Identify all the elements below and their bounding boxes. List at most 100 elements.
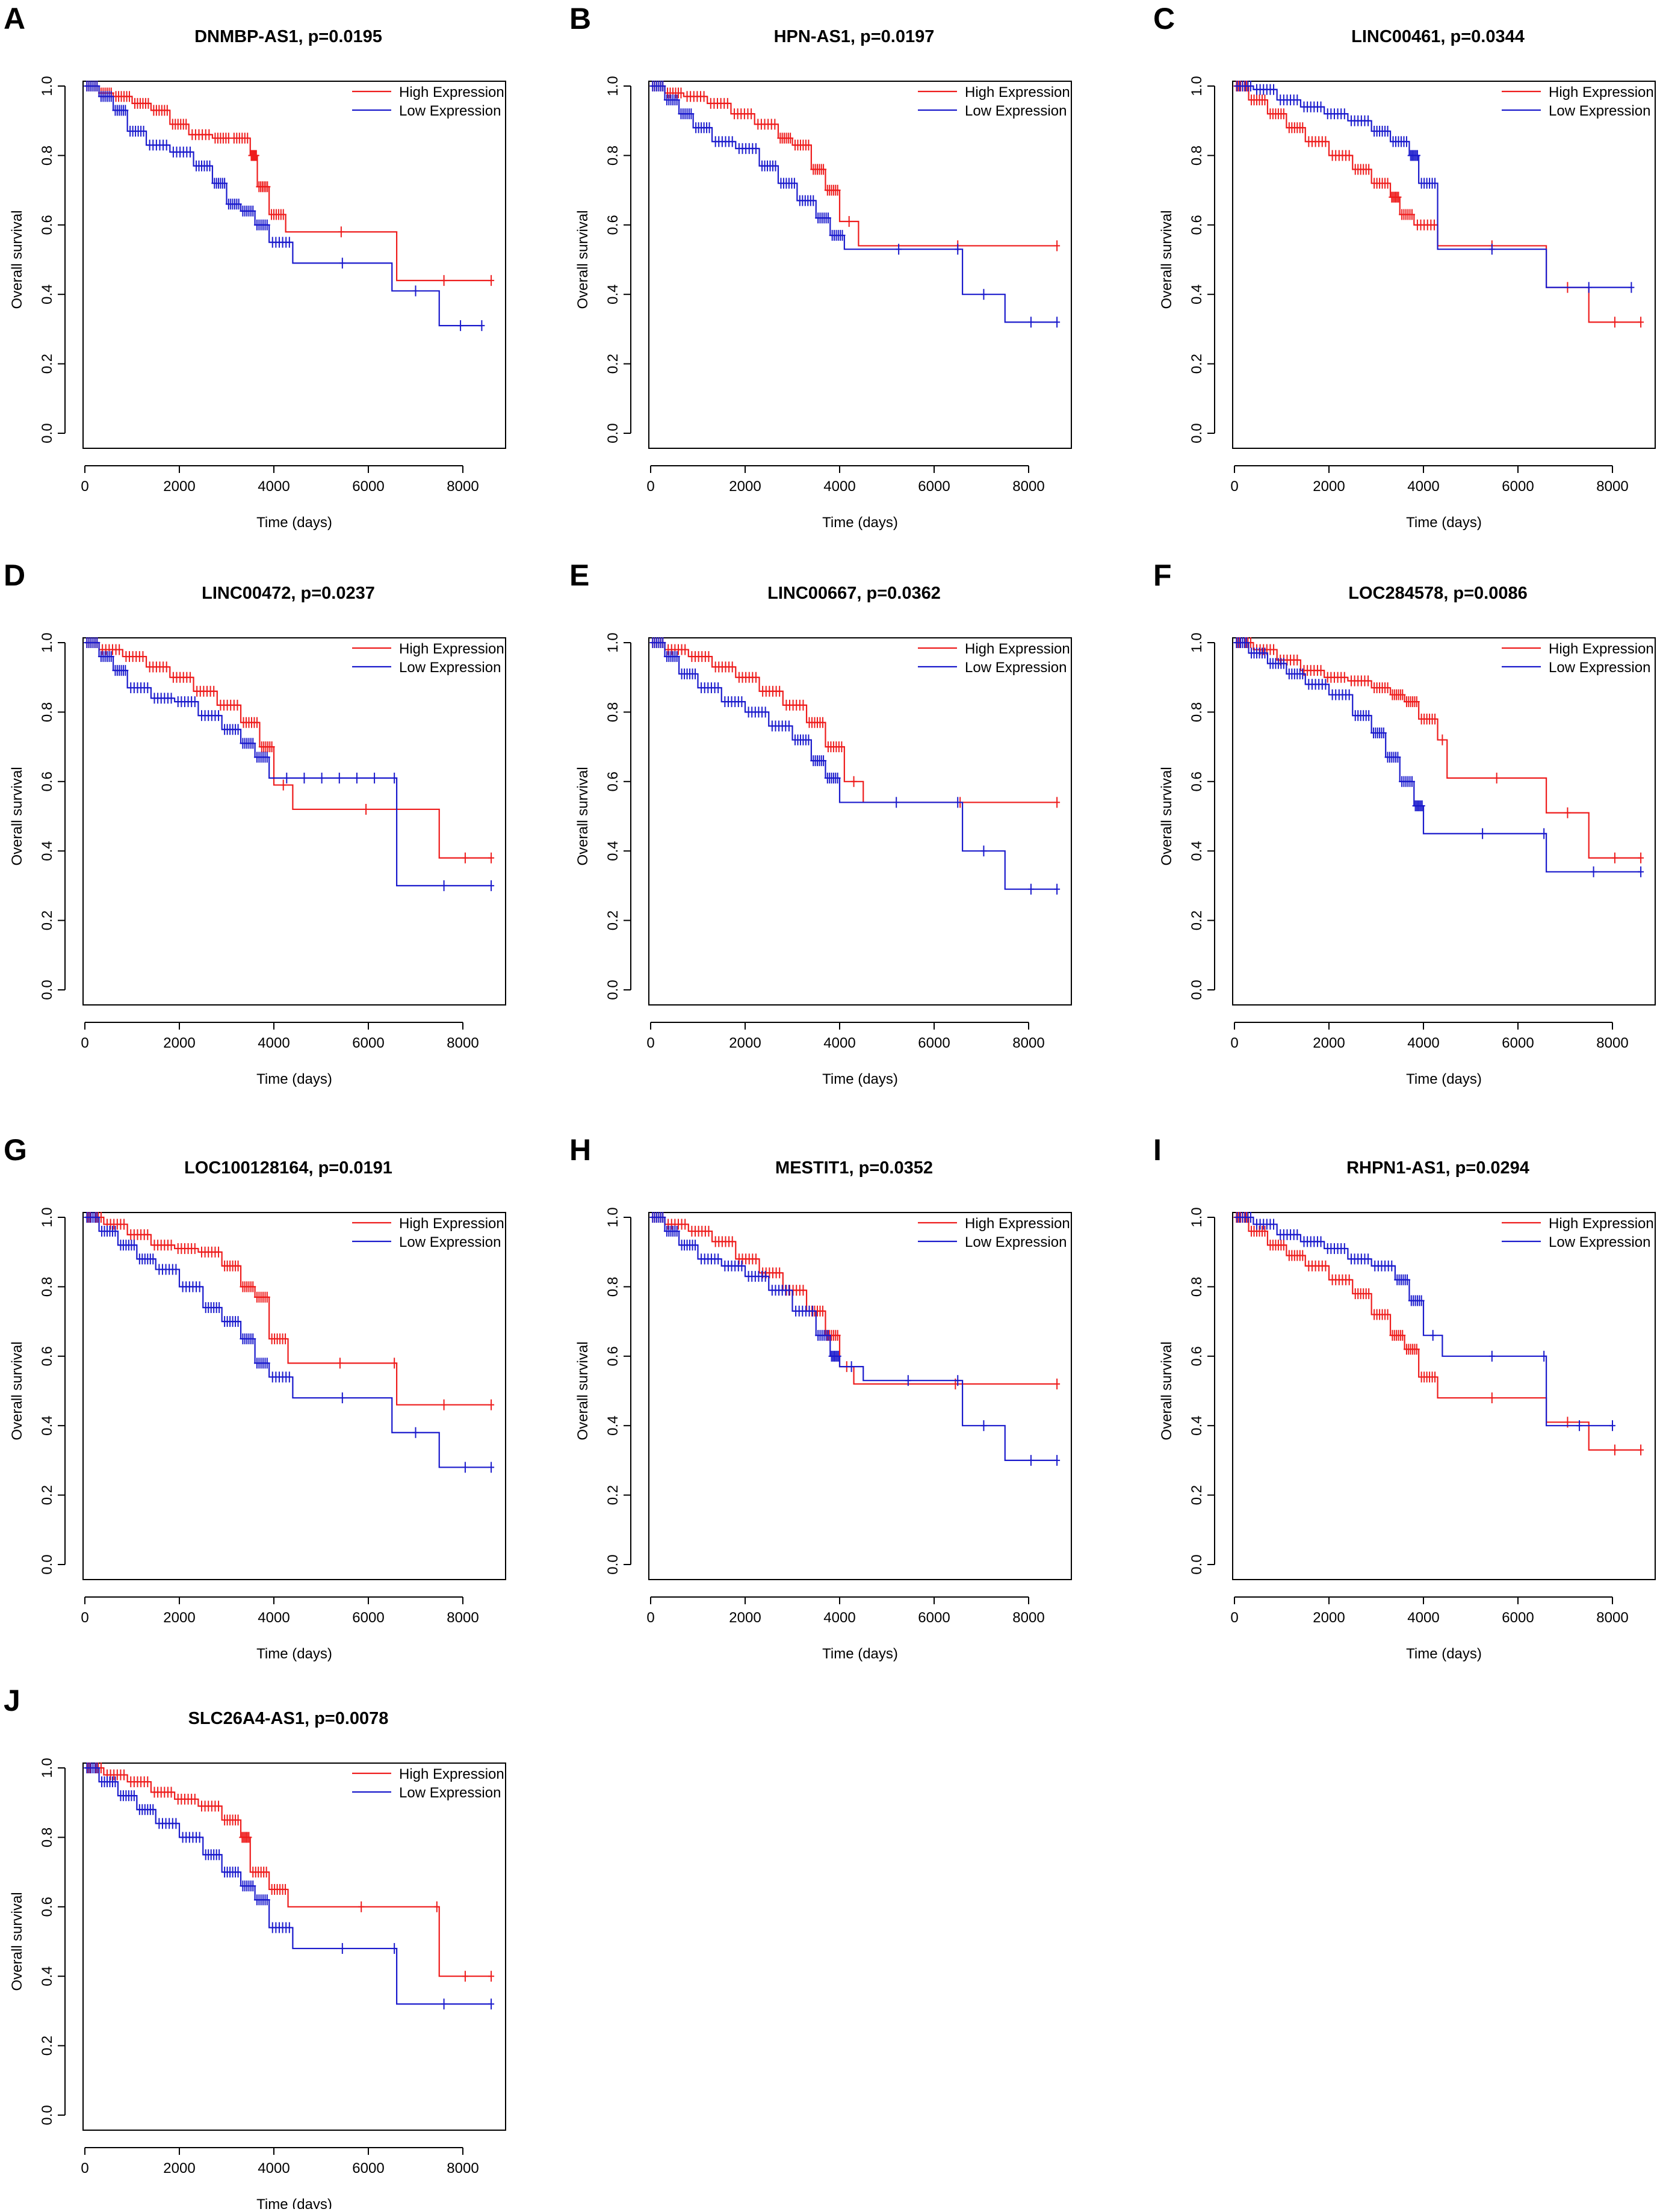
chart-title: LINC00461, p=0.0344 (1351, 27, 1525, 46)
panel-letter: G (4, 1133, 27, 1167)
x-tick-label: 0 (646, 478, 654, 495)
km-curve-low (85, 641, 492, 886)
km-panel-d: D LINC00472, p=0.0237 0.0 0.2 0.4 0.6 0.8 1.0 Ov… (4, 558, 506, 1087)
km-curve-low (1234, 641, 1641, 873)
y-axis-title: Overall survival (575, 767, 591, 865)
legend-label-low: Low Expression (399, 1785, 501, 1801)
x-axis-title: Time (days) (1406, 1071, 1482, 1087)
x-axis-title: Time (days) (1406, 1646, 1482, 1662)
chart-title: LINC00667, p=0.0362 (767, 584, 941, 603)
x-tick-label: 8000 (1012, 1035, 1044, 1051)
km-panel-h: H MESTIT1, p=0.0352 0.0 0.2 0.4 0.6 0.8 1.0 Over… (569, 1133, 1072, 1662)
x-tick-label: 6000 (352, 478, 384, 495)
chart-title: MESTIT1, p=0.0352 (775, 1158, 933, 1178)
y-tick-label: 1.0 (1189, 76, 1205, 96)
panel-letter: I (1153, 1133, 1162, 1167)
y-tick-label: 0.8 (39, 1277, 55, 1297)
legend-label-low: Low Expression (965, 103, 1067, 119)
legend-label-high: High Expression (965, 1216, 1070, 1232)
panel-letter: E (569, 558, 589, 592)
y-axis-title: Overall survival (1159, 767, 1175, 865)
y-tick-label: 0.6 (605, 215, 621, 235)
plot-frame (1232, 637, 1656, 1006)
y-tick-label: 0.0 (1189, 423, 1205, 443)
y-axis-title: Overall survival (9, 1892, 25, 1991)
y-tick-label: 0.4 (605, 1416, 621, 1436)
y-tick-label: 0.8 (39, 1827, 55, 1847)
y-tick-label: 0.6 (1189, 1346, 1205, 1366)
y-tick-label: 0.2 (1189, 1485, 1205, 1505)
y-axis-title: Overall survival (1159, 1341, 1175, 1440)
x-axis-title: Time (days) (256, 514, 332, 531)
km-panel-j: J SLC26A4-AS1, p=0.0078 0.0 0.2 0.4 0.6 0.8 1.0… (4, 1684, 506, 2212)
km-curve-low (1234, 85, 1632, 288)
y-tick-label: 0.0 (39, 2105, 55, 2125)
x-tick-label: 4000 (258, 1035, 290, 1051)
y-tick-label: 0.4 (1189, 1416, 1205, 1436)
km-curve-high (651, 85, 1058, 247)
plot-frame (82, 1762, 506, 2131)
km-curve-low (85, 1767, 492, 2005)
y-tick-label: 0.0 (39, 980, 55, 999)
chart-title: LINC00472, p=0.0237 (202, 584, 375, 603)
chart-title: LOC284578, p=0.0086 (1348, 584, 1527, 603)
x-tick-label: 4000 (1407, 478, 1439, 495)
y-tick-label: 1.0 (605, 76, 621, 96)
y-axis-title: Overall survival (1159, 210, 1175, 309)
legend-label-low: Low Expression (399, 103, 501, 119)
legend-label-high: High Expression (1549, 641, 1654, 657)
panel-letter: H (569, 1133, 591, 1167)
chart-title: HPN-AS1, p=0.0197 (774, 27, 935, 46)
km-curve-low (651, 641, 1058, 890)
y-tick-label: 0.2 (1189, 354, 1205, 374)
legend-label-low: Low Expression (1549, 660, 1650, 676)
chart-title: DNMBP-AS1, p=0.0195 (194, 27, 382, 46)
legend-label-low: Low Expression (1549, 1234, 1650, 1250)
km-curve-high (1234, 1216, 1641, 1451)
y-tick-label: 0.8 (1189, 702, 1205, 722)
x-tick-label: 6000 (1502, 478, 1534, 495)
y-tick-label: 0.4 (39, 1966, 55, 1986)
legend-label-high: High Expression (1549, 84, 1654, 100)
legend-label-high: High Expression (399, 1216, 504, 1232)
y-tick-label: 0.2 (39, 354, 55, 374)
km-curve-low (651, 85, 1058, 323)
y-tick-label: 1.0 (39, 1207, 55, 1227)
y-tick-label: 0.6 (605, 771, 621, 791)
y-axis-title: Overall survival (9, 1341, 25, 1440)
y-axis-title: Overall survival (575, 210, 591, 309)
y-tick-label: 0.4 (39, 1416, 55, 1436)
plot-frame (82, 81, 506, 449)
km-curve-high (85, 641, 492, 859)
y-tick-label: 1.0 (1189, 1207, 1205, 1227)
legend-label-high: High Expression (399, 84, 504, 100)
plot-frame (82, 637, 506, 1006)
y-tick-label: 0.6 (39, 771, 55, 791)
chart-title: LOC100128164, p=0.0191 (184, 1158, 392, 1178)
x-tick-label: 2000 (1313, 1035, 1345, 1051)
legend-label-low: Low Expression (1549, 103, 1650, 119)
x-tick-label: 8000 (1596, 478, 1628, 495)
chart-title: RHPN1-AS1, p=0.0294 (1346, 1158, 1529, 1178)
x-tick-label: 4000 (258, 2160, 290, 2176)
y-tick-label: 0.8 (605, 146, 621, 165)
km-panel-e: E LINC00667, p=0.0362 0.0 0.2 0.4 0.6 0.8 1.0 Ov… (569, 558, 1072, 1087)
y-tick-label: 0.0 (1189, 980, 1205, 999)
y-tick-label: 0.4 (605, 285, 621, 304)
km-panel-c: C LINC00461, p=0.0344 0.0 0.2 0.4 0.6 0.8 1.0 Ov… (1153, 2, 1656, 531)
x-tick-label: 0 (1230, 1610, 1238, 1626)
y-tick-label: 0.6 (605, 1346, 621, 1366)
x-tick-label: 4000 (1407, 1035, 1439, 1051)
chart-title: SLC26A4-AS1, p=0.0078 (188, 1709, 389, 1728)
x-tick-label: 0 (646, 1035, 654, 1051)
x-tick-label: 4000 (823, 1035, 855, 1051)
y-tick-label: 0.4 (1189, 841, 1205, 861)
y-tick-label: 1.0 (39, 632, 55, 652)
legend-label-low: Low Expression (965, 660, 1067, 676)
y-tick-label: 0.8 (1189, 146, 1205, 165)
y-axis-title: Overall survival (9, 210, 25, 309)
km-panel-b: B HPN-AS1, p=0.0197 0.0 0.2 0.4 0.6 0.8 1.0 Over… (569, 2, 1072, 531)
y-tick-label: 0.6 (39, 1897, 55, 1917)
y-tick-label: 1.0 (605, 632, 621, 652)
legend-label-low: Low Expression (399, 660, 501, 676)
